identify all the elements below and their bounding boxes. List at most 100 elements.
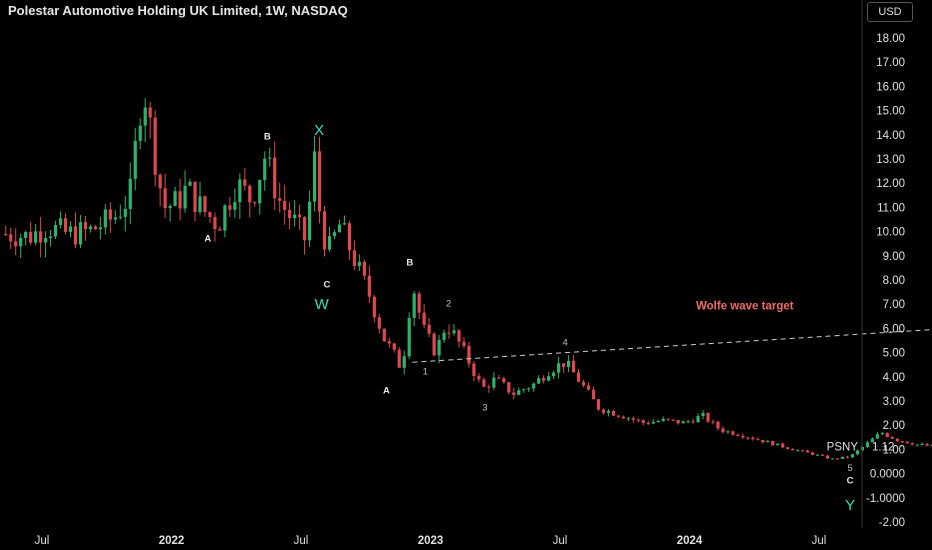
candle-body	[706, 412, 710, 422]
candle-body	[467, 345, 471, 364]
candle-body	[372, 296, 376, 318]
candle-body	[442, 332, 446, 340]
candle-body	[352, 250, 356, 266]
candle-body	[283, 200, 287, 210]
candle-body	[14, 241, 18, 247]
candle-body	[19, 237, 23, 247]
candle-body	[302, 217, 307, 241]
wave-label: A	[383, 386, 390, 397]
candle-body	[4, 234, 8, 236]
candle-body	[492, 377, 496, 388]
wave-label: B	[264, 132, 271, 143]
time-axis[interactable]: Jul2022Jul2023Jul2024Jul2025Jul2026Jul20…	[35, 535, 932, 547]
candle-body	[203, 196, 207, 213]
candle-body	[666, 418, 670, 420]
candle-body	[223, 205, 227, 231]
candle-body	[138, 125, 142, 141]
candle-body	[522, 389, 526, 391]
candle-body	[786, 447, 790, 449]
candle-body	[278, 198, 282, 201]
candle-body	[711, 421, 715, 423]
y-tick-label: 17.00	[876, 57, 905, 69]
candle-body	[103, 209, 107, 228]
candle-body	[820, 454, 825, 456]
candle-body	[39, 231, 43, 243]
candle-body	[253, 202, 257, 204]
candle-body	[581, 381, 586, 386]
candle-body	[337, 224, 342, 233]
candle-body	[611, 411, 615, 416]
candle-body	[148, 107, 152, 118]
y-tick-label: 9.00	[883, 251, 905, 263]
candle-body	[825, 455, 830, 459]
wave-label: C	[323, 279, 330, 290]
candle-body	[746, 437, 750, 439]
candle-body	[542, 378, 546, 381]
y-tick-label: 11.00	[877, 202, 905, 214]
candle-body	[561, 363, 566, 368]
candle-body	[188, 181, 192, 186]
candle-body	[432, 333, 436, 356]
candle-body	[317, 151, 322, 212]
candle-body	[447, 332, 451, 334]
candle-body	[332, 232, 337, 237]
candle-body	[890, 436, 894, 439]
candle-body	[591, 389, 596, 400]
candle-body	[626, 418, 630, 420]
candle-body	[48, 236, 53, 239]
candle-body	[830, 458, 835, 460]
candle-body	[392, 343, 396, 350]
candle-body	[163, 188, 167, 209]
wolfe-wave-line	[412, 329, 932, 363]
candle-body	[656, 421, 660, 423]
wave-label: 1	[423, 366, 428, 377]
candle-body	[885, 433, 889, 437]
candle-body	[58, 218, 63, 225]
candle-body	[761, 439, 765, 443]
candle-body	[118, 216, 122, 218]
wave-label: 4	[563, 337, 568, 348]
candle-body	[123, 208, 127, 217]
candle-body	[771, 441, 775, 446]
wave-label: 5	[847, 463, 852, 474]
candle-body	[721, 428, 725, 433]
candle-body	[681, 421, 685, 424]
candle-body	[875, 434, 879, 439]
candle-body	[900, 441, 904, 443]
candle-body	[776, 443, 780, 446]
candle-body	[168, 205, 172, 209]
candle-body	[268, 157, 272, 159]
candle-body	[527, 388, 531, 390]
candle-body	[512, 392, 516, 395]
candle-body	[63, 218, 68, 232]
currency-button[interactable]: USD	[867, 2, 913, 22]
candle-body	[208, 212, 212, 218]
candle-body	[756, 439, 760, 441]
candle-body	[930, 445, 932, 447]
y-tick-label: 7.00	[883, 299, 905, 311]
candles-layer	[4, 98, 932, 460]
candle-body	[616, 415, 620, 417]
candle-body	[482, 379, 486, 387]
candle-body	[671, 419, 675, 421]
y-tick-label: 5.00	[883, 348, 905, 360]
candle-body	[741, 435, 745, 438]
candle-body	[342, 223, 347, 225]
candle-body	[307, 201, 312, 241]
wave-label: A	[204, 233, 211, 244]
candle-body	[347, 223, 352, 251]
price-axis[interactable]: 18.00 17.00 16.00 15.00 14.00 13.00 12.00 11.00…	[866, 33, 905, 529]
candle-body	[258, 179, 262, 204]
candle-body	[806, 450, 810, 453]
candle-body	[68, 226, 73, 232]
candle-body	[910, 443, 914, 445]
candle-body	[537, 378, 541, 384]
candle-body	[178, 191, 182, 209]
y-tick-label: -2.00	[879, 517, 905, 529]
candle-body	[158, 174, 162, 189]
x-tick-label: Jul	[294, 535, 309, 547]
candle-body	[243, 179, 247, 186]
last-price-label: 1.12	[872, 441, 894, 453]
